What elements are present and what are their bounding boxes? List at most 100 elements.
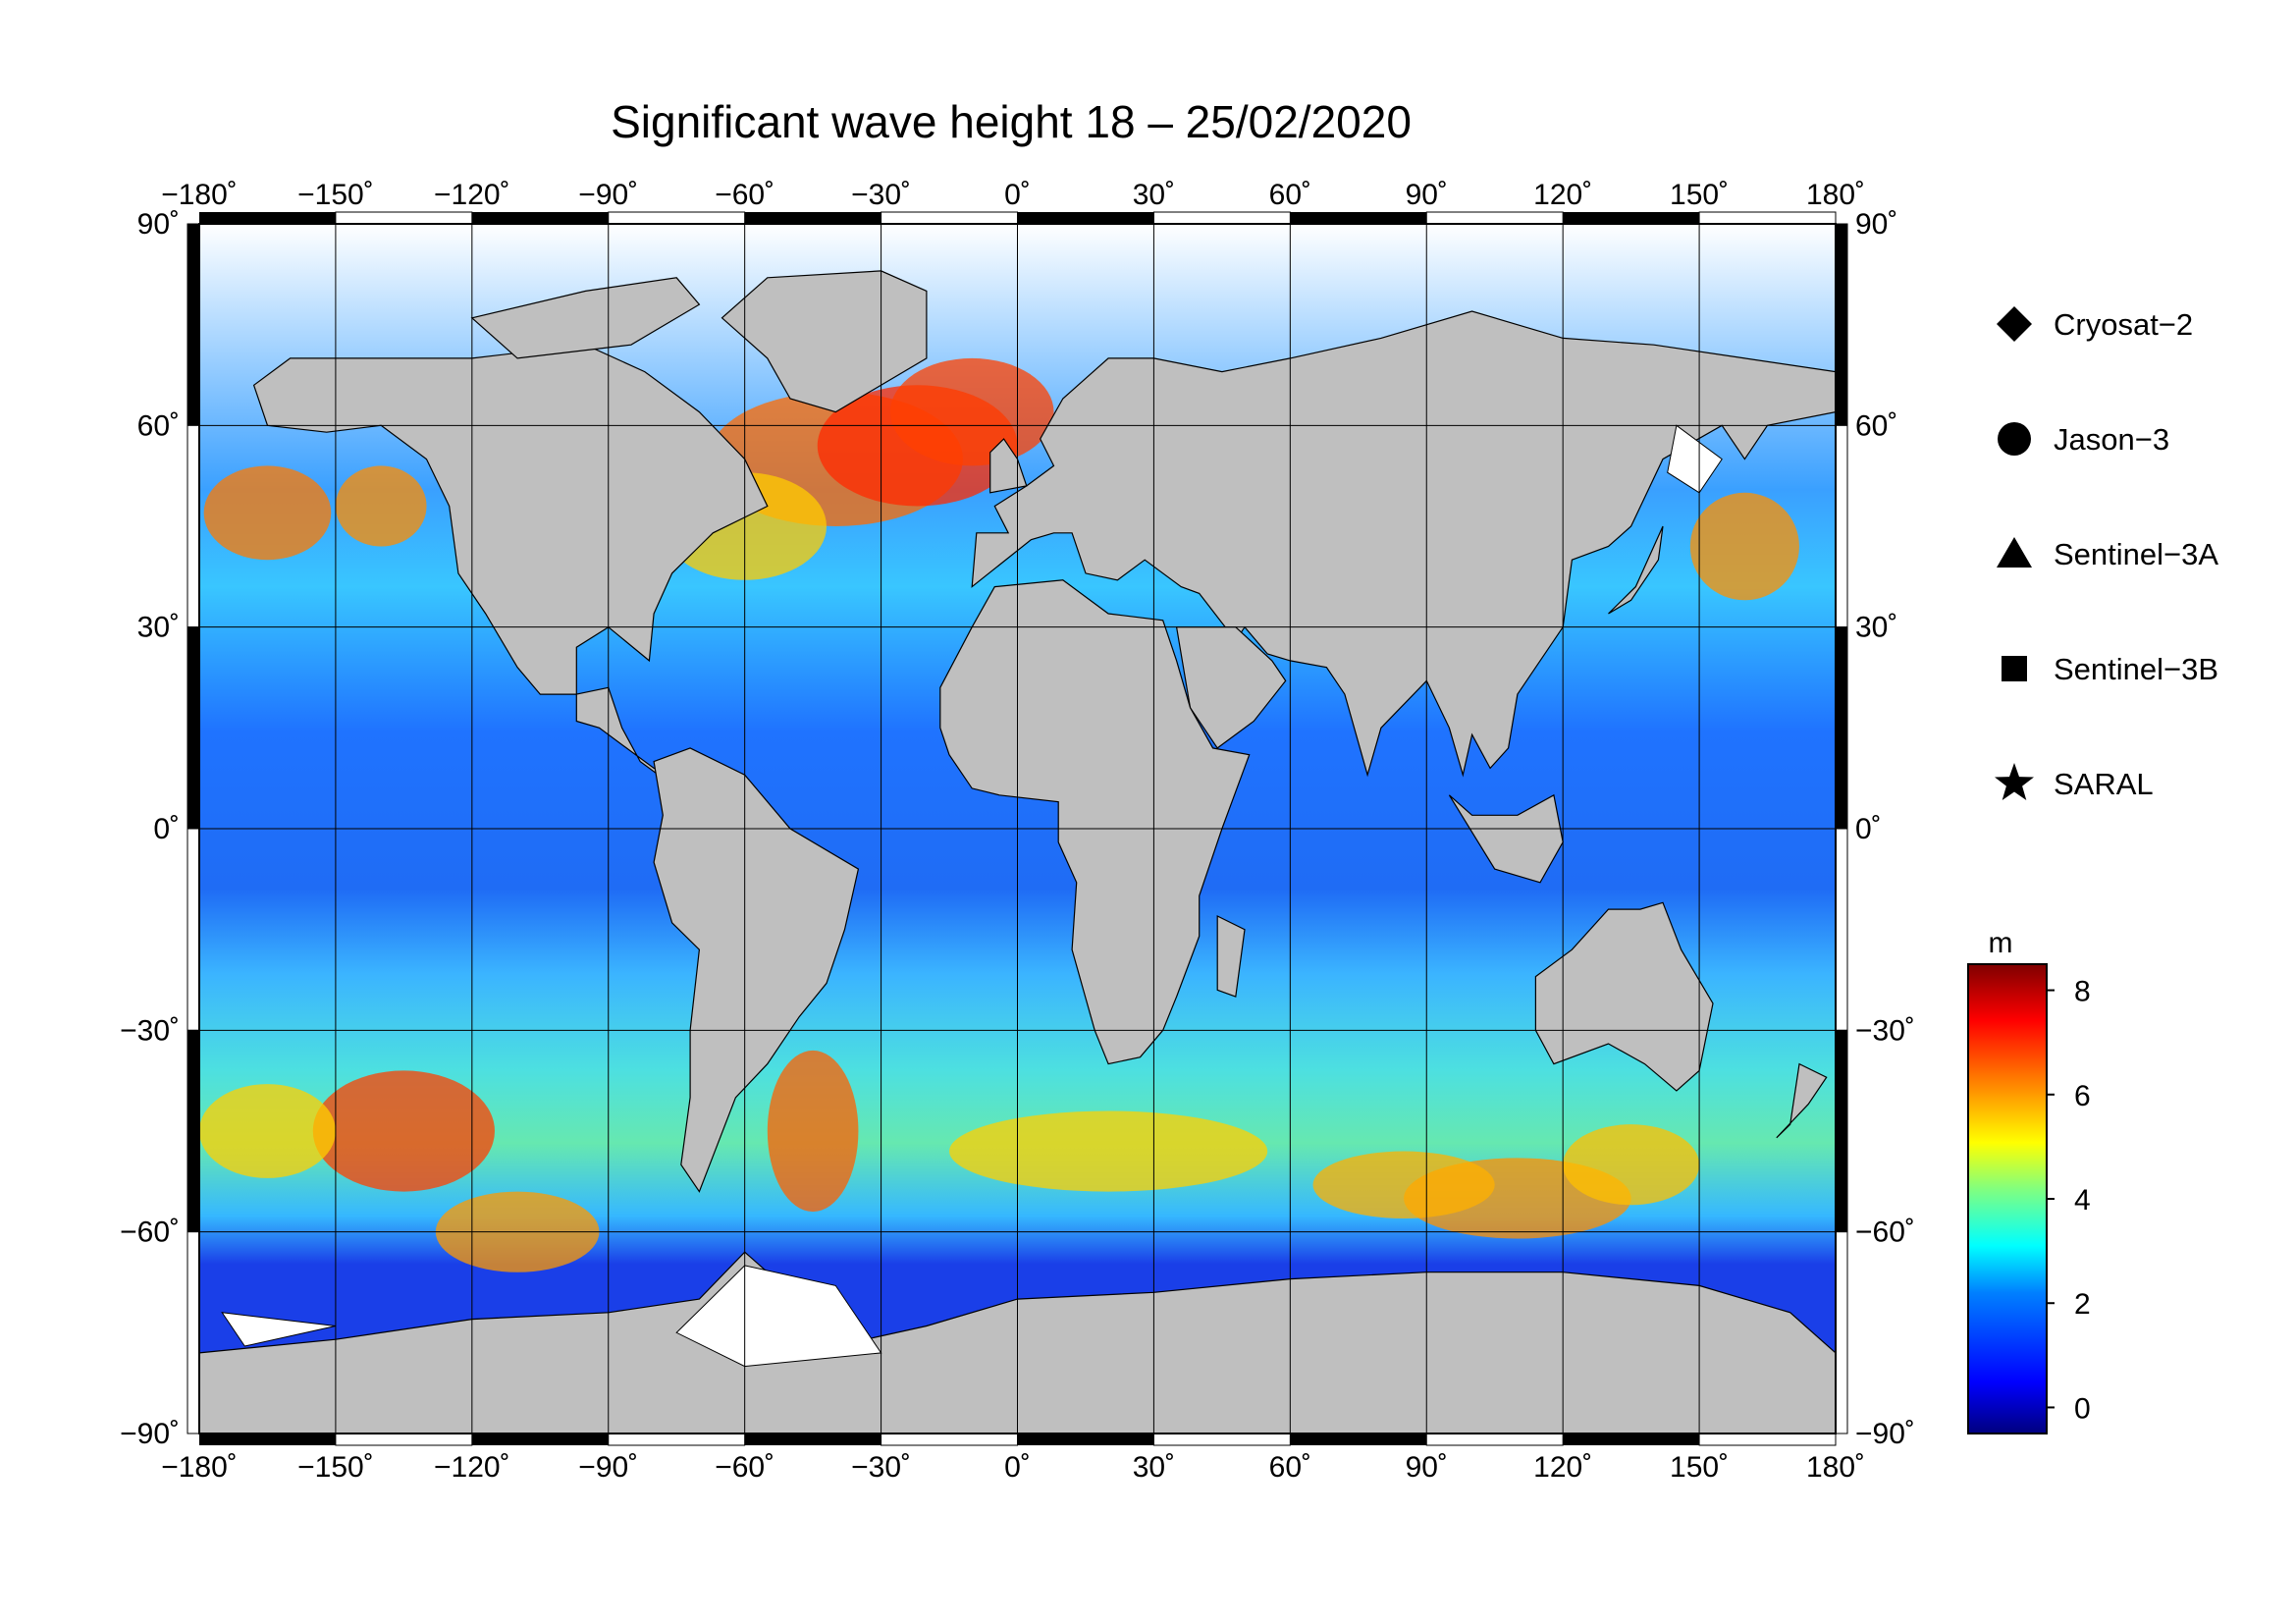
legend-item-square: Sentinel−3B	[2002, 652, 2218, 686]
frame-segment	[881, 211, 1018, 225]
frame-segment	[1290, 1434, 1427, 1445]
legend-label: Cryosat−2	[2054, 307, 2193, 342]
frame-segment	[1698, 211, 1837, 225]
colorbar-tick-label: 8	[2074, 976, 2091, 1008]
sea-ice	[675, 1265, 882, 1368]
y-tick-label: 0˚	[153, 813, 180, 845]
x-tick-label: 120˚	[1533, 1451, 1592, 1484]
circle-icon	[1998, 422, 2031, 456]
frame-segment	[608, 211, 746, 225]
frame-segment	[1835, 1231, 1848, 1434]
x-tick-labels-top: −180˚ −150˚ −120˚ −90˚ −60˚ −30˚ 0˚ 30˚ 60˚ 90˚ 12…	[161, 179, 1865, 211]
frame-segment	[1698, 1433, 1837, 1446]
frame-segment	[1425, 211, 1564, 225]
y-tick-label: −60˚	[120, 1217, 180, 1249]
colorbar-gradient	[1967, 963, 2048, 1434]
y-tick-label: −90˚	[1855, 1418, 1915, 1450]
land-shape	[1216, 915, 1246, 998]
x-tick-label: 60˚	[1269, 1451, 1311, 1484]
x-tick-label: −180˚	[161, 1451, 238, 1484]
x-tick-label: −30˚	[851, 1451, 911, 1484]
frame-segment	[199, 1434, 336, 1445]
y-tick-label: 0˚	[1855, 813, 1882, 845]
y-tick-label: 60˚	[137, 409, 180, 442]
x-tick-labels-bottom: −180˚ −150˚ −120˚ −90˚ −60˚ −30˚ 0˚ 30˚ 60˚ 90˚ 12…	[161, 1451, 1865, 1484]
y-tick-labels-left: 90˚ 60˚ 30˚ 0˚ −30˚ −60˚ −90˚	[120, 208, 180, 1450]
legend-item-diamond: Cryosat−2	[1997, 306, 2193, 342]
x-tick-label: −150˚	[297, 1451, 374, 1484]
frame-segment	[335, 211, 473, 225]
frame-segment	[1835, 828, 1848, 1031]
legend-label: Sentinel−3A	[2054, 537, 2218, 571]
frame-segment	[1290, 212, 1427, 224]
frame-segment	[187, 424, 200, 628]
y-tick-label: −30˚	[120, 1014, 180, 1047]
frame-segment	[187, 223, 200, 426]
grid-lines	[199, 224, 1836, 1434]
x-tick-label: 180˚	[1806, 1451, 1865, 1484]
chart-title: Significant wave height 18 – 25/02/2020	[611, 96, 1412, 147]
x-tick-label: −120˚	[434, 179, 510, 211]
land-shape	[1448, 793, 1564, 884]
frame-segment	[187, 1231, 200, 1434]
y-tick-label: 90˚	[137, 208, 180, 241]
frame-segment	[608, 1433, 746, 1446]
x-tick-label: 60˚	[1269, 179, 1311, 211]
x-tick-label: −90˚	[578, 1451, 638, 1484]
y-tick-label: −60˚	[1855, 1217, 1915, 1249]
x-tick-label: −60˚	[715, 1451, 774, 1484]
legend-item-circle: Jason−3	[1998, 422, 2169, 457]
frame-segment	[199, 212, 336, 224]
y-tick-labels-right: 90˚ 60˚ 30˚ 0˚ −30˚ −60˚ −90˚	[1855, 208, 1915, 1450]
x-tick-label: 150˚	[1670, 1451, 1729, 1484]
land-shape	[971, 310, 1836, 778]
land-shape	[1175, 626, 1287, 749]
land-shape	[1776, 1062, 1828, 1139]
frame-segment	[1152, 1433, 1291, 1446]
frame-segment	[744, 212, 881, 224]
frame-segment	[471, 212, 609, 224]
triangle-icon	[1997, 537, 2032, 568]
x-tick-label: 0˚	[1004, 1451, 1031, 1484]
frame-segment	[1835, 626, 1848, 830]
frame-segment	[187, 1029, 200, 1233]
legend-label: SARAL	[2054, 767, 2154, 801]
map-area	[199, 224, 1836, 1434]
x-tick-label: 120˚	[1533, 179, 1592, 211]
frame-segment	[881, 1433, 1018, 1446]
x-tick-label: 30˚	[1133, 1451, 1175, 1484]
map-border	[198, 223, 1837, 1434]
frame-segment	[187, 828, 200, 1031]
frame-segment	[1835, 424, 1848, 628]
legend-label: Sentinel−3B	[2054, 652, 2218, 686]
frame-segment	[187, 626, 200, 830]
frame-segment	[1017, 1434, 1154, 1445]
colorbar-tick-label: 0	[2074, 1392, 2091, 1425]
x-tick-label: −150˚	[297, 179, 374, 211]
colorbar-unit: m	[1989, 927, 2013, 959]
y-tick-label: −90˚	[120, 1418, 180, 1450]
x-tick-label: 150˚	[1670, 179, 1729, 211]
x-tick-label: 90˚	[1406, 1451, 1448, 1484]
wave-hotspots	[199, 357, 1799, 1272]
colorbar-tick-label: 4	[2074, 1184, 2091, 1217]
frame-segment	[335, 1433, 473, 1446]
x-tick-label: 30˚	[1133, 179, 1175, 211]
square-icon	[2002, 656, 2027, 681]
frame-segment	[1152, 211, 1291, 225]
colorbar-tick-label: 2	[2074, 1288, 2091, 1321]
diamond-icon	[1997, 306, 2032, 342]
y-tick-label: 30˚	[1855, 612, 1897, 644]
land-shape	[1608, 525, 1664, 615]
x-tick-label: −60˚	[715, 179, 774, 211]
sea-ice	[221, 1312, 337, 1347]
legend-label: Jason−3	[2054, 422, 2169, 457]
satellite-legend: Cryosat−2 Jason−3 Sentinel−3A Sentinel−3B SA…	[1995, 306, 2218, 801]
frame-segment	[1563, 212, 1700, 224]
x-tick-label: 90˚	[1406, 179, 1448, 211]
frame-segment	[1017, 212, 1154, 224]
x-tick-label: −30˚	[851, 179, 911, 211]
colorbar-tick-label: 6	[2074, 1080, 2091, 1112]
land-shape	[721, 270, 928, 413]
